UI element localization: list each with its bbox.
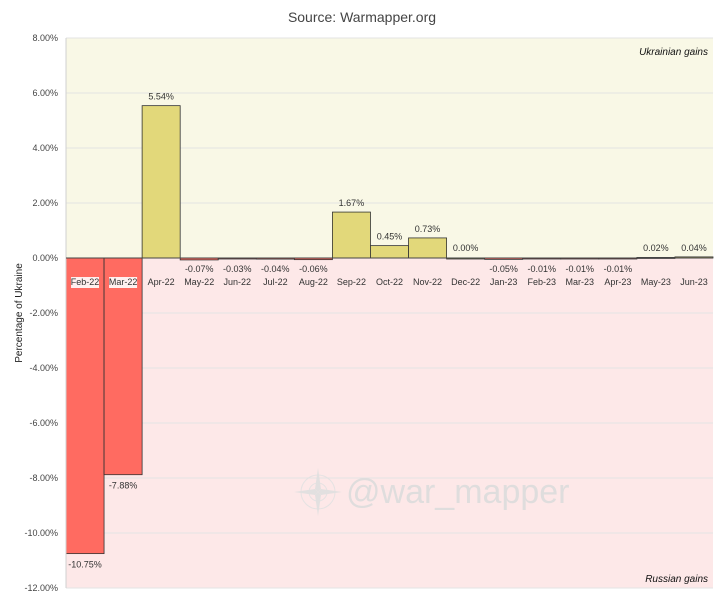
data-value-label: -0.05% [489,264,518,274]
positive-region-label: Ukrainian gains [639,47,708,58]
category-label: Apr-22 [148,277,175,287]
category-label: Jan-23 [490,277,518,287]
y-axis-title: Percentage of Ukraine [14,263,25,363]
data-value-label: -7.88% [109,481,138,491]
axes [65,38,713,588]
data-value-label: -0.06% [299,264,328,274]
data-value-label: -0.01% [527,264,556,274]
data-value-label: 0.45% [377,232,403,242]
category-label: May-22 [184,277,214,287]
y-tick-label: -6.00% [29,418,58,428]
category-label: Feb-22 [71,277,100,287]
category-label-background [71,277,100,288]
y-tick-label: 0.00% [32,253,58,263]
watermark: @war_mapper [294,468,570,516]
bar [408,237,447,259]
category-label: Jul-22 [263,277,288,287]
category-label: Jun-22 [223,277,251,287]
y-tick-label: 6.00% [32,88,58,98]
category-label: Feb-23 [527,277,556,287]
data-value-label: -0.01% [604,264,633,274]
data-value-label: 0.02% [643,243,669,253]
category-label: Oct-22 [376,277,403,287]
y-tick-label: -12.00% [24,583,58,593]
category-label: Dec-22 [451,277,480,287]
gridlines [66,37,713,589]
data-value-label: -0.07% [185,264,214,274]
compass-rose-icon [294,468,342,516]
y-tick-label: 4.00% [32,143,58,153]
bar [65,257,105,555]
category-label: Mar-23 [566,277,595,287]
y-tick-label: -2.00% [29,308,58,318]
y-tick-label: -4.00% [29,363,58,373]
labels: 8.00% 6.00% 4.00% 2.00% 0.00% -2.00% -4.00% -6.… [24,33,707,593]
category-label: Aug-22 [299,277,328,287]
y-tick-label: 2.00% [32,198,58,208]
category-label: Nov-22 [413,277,442,287]
y-tick-label: -10.00% [24,528,58,538]
watermark-text: @war_mapper [346,473,570,511]
bar [332,211,371,259]
data-value-label: 0.73% [415,224,441,234]
bars [65,105,714,555]
category-label: Mar-22 [109,277,138,287]
data-value-label: 0.04% [681,243,707,253]
negative-region-label: Russian gains [645,574,708,585]
y-tick-label: 8.00% [32,33,58,43]
data-value-label: -0.04% [261,264,290,274]
data-value-label: -10.75% [68,560,102,570]
bar [370,245,409,259]
chart-title: Source: Warmapper.org [288,9,436,25]
category-label: May-23 [641,277,671,287]
data-value-label: -0.01% [566,264,595,274]
data-value-label: -0.03% [223,264,252,274]
bar [103,257,143,476]
category-label: Jun-23 [680,277,708,287]
bar [141,105,181,259]
data-value-label: 5.54% [148,92,174,102]
category-label: Apr-23 [604,277,631,287]
data-value-label: 0.00% [453,243,479,253]
y-tick-label: -8.00% [29,473,58,483]
category-label-background [109,277,138,288]
data-value-label: 1.67% [339,198,365,208]
category-label: Sep-22 [337,277,366,287]
